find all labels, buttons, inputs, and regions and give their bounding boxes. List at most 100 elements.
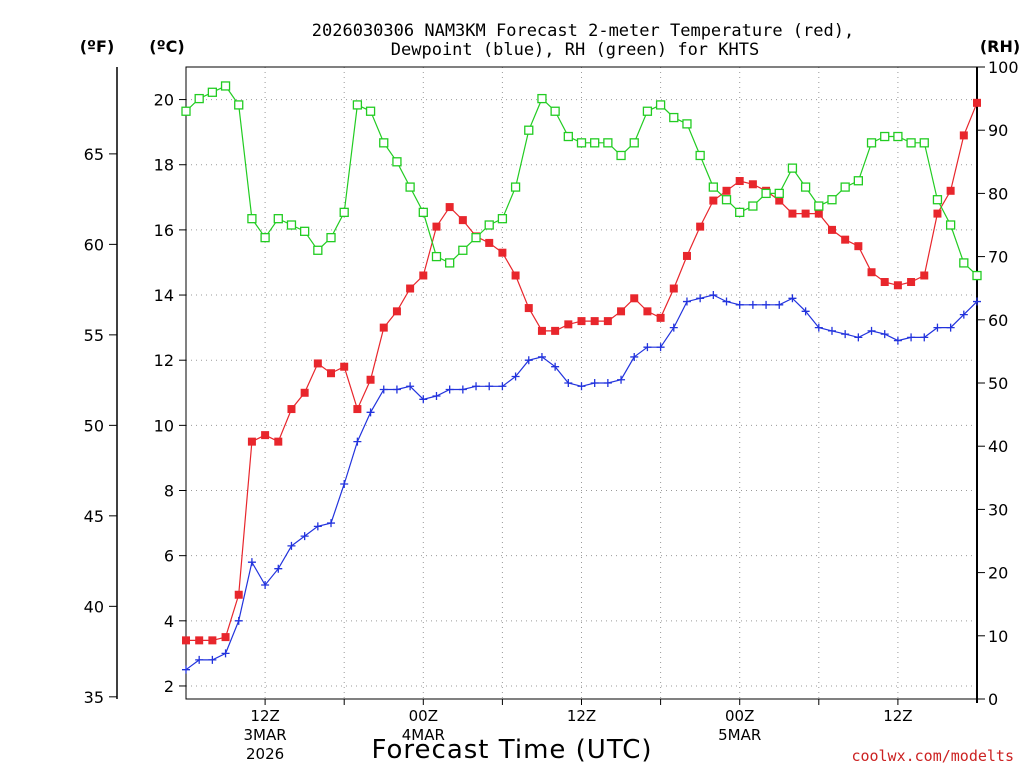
dewpoint-point — [366, 408, 375, 417]
rh-point — [774, 188, 784, 199]
dewpoint-point — [472, 382, 481, 391]
temperature-point — [195, 636, 204, 645]
x-tick-label: 00Z — [409, 707, 438, 725]
dewpoint-point — [498, 382, 507, 391]
dewpoint-point — [959, 310, 968, 319]
temperature-point — [709, 196, 718, 205]
dewpoint-point — [195, 655, 204, 664]
dewpoint-point — [564, 379, 573, 387]
dewpoint-point — [788, 294, 797, 303]
temperature-point — [234, 590, 243, 599]
celsius-tick-label: 12 — [154, 351, 174, 370]
rh-tick-label: 40 — [988, 437, 1008, 456]
dewpoint-point — [551, 362, 560, 371]
rh-tick-label: 60 — [988, 311, 1008, 330]
dewpoint-point — [775, 300, 784, 309]
celsius-tick-label: 4 — [164, 612, 174, 631]
temperature-point — [551, 326, 560, 335]
dewpoint-point — [682, 297, 691, 306]
dewpoint-point — [208, 655, 217, 664]
temperature-point — [182, 636, 190, 645]
rh-unit-label: (RH) — [980, 37, 1020, 56]
rh-point — [392, 157, 402, 167]
dewpoint-point — [445, 385, 454, 394]
rh-point — [959, 258, 969, 268]
temperature-point — [590, 317, 599, 326]
celsius-unit-label: (ºC) — [149, 37, 184, 56]
temperature-point — [907, 278, 916, 287]
rh-tick-label: 10 — [988, 627, 1008, 646]
dewpoint-point — [762, 300, 771, 309]
temperature-point — [274, 437, 283, 446]
celsius-tick-label: 14 — [154, 286, 174, 305]
temperature-point — [261, 431, 270, 440]
rh-tick-label: 70 — [988, 248, 1008, 267]
temperature-point — [366, 375, 375, 384]
dewpoint-point — [920, 333, 929, 342]
temperature-point — [327, 369, 336, 378]
temperature-point — [485, 238, 494, 247]
chart-title-line1: 2026030306 NAM3KM Forecast 2-meter Tempe… — [312, 21, 854, 41]
temperature-point — [458, 216, 467, 225]
temperature-point — [445, 203, 454, 212]
rh-tick-label: 0 — [988, 690, 998, 709]
temperature-point — [669, 284, 678, 293]
series-temperature — [182, 98, 981, 645]
dewpoint-point — [537, 352, 546, 361]
dewpoint-point — [511, 372, 520, 381]
rh-point — [945, 220, 956, 230]
rh-point — [352, 100, 363, 110]
temperature-point — [854, 242, 863, 251]
rh-point — [326, 232, 336, 243]
rh-point — [787, 163, 798, 173]
temperature-point — [247, 437, 256, 446]
temperature-point — [973, 98, 981, 107]
rh-point — [682, 119, 692, 129]
rh-point — [695, 150, 705, 161]
x-tick-label: 12Z — [567, 707, 596, 725]
dewpoint-point — [748, 300, 757, 309]
temperature-point — [735, 177, 744, 186]
rh-point — [484, 220, 494, 230]
rh-tick-label: 90 — [988, 121, 1008, 140]
dewpoint-point — [603, 379, 612, 387]
rh-point — [972, 270, 982, 281]
dewpoint-point — [643, 343, 652, 352]
rh-point — [919, 138, 929, 148]
rh-tick-label: 20 — [988, 564, 1008, 583]
temperature-point — [353, 405, 362, 414]
temperature-point — [630, 294, 639, 303]
dewpoint-point — [709, 291, 718, 300]
x-tick-label: 12Z — [883, 707, 912, 725]
rh-point — [537, 93, 547, 104]
x-tick-date-label: 4MAR — [402, 726, 445, 744]
temperature-point — [577, 317, 586, 326]
celsius-tick-label: 8 — [164, 482, 174, 501]
temperature-point — [603, 317, 612, 326]
celsius-tick-label: 10 — [154, 416, 174, 435]
temperature-point — [696, 222, 705, 231]
rh-point — [207, 87, 218, 97]
dewpoint-point — [854, 333, 863, 342]
fahrenheit-tick-label: 60 — [84, 235, 104, 254]
temperature-point — [867, 268, 876, 277]
temperature-point — [946, 186, 955, 195]
rh-point — [194, 93, 204, 104]
rh-point — [629, 138, 639, 148]
rh-point — [840, 182, 850, 192]
rh-point — [299, 226, 310, 236]
x-axis-title: Forecast Time (UTC) — [371, 735, 652, 765]
dewpoint-point — [379, 385, 388, 394]
temperature-point — [498, 248, 507, 257]
celsius-tick-label: 6 — [164, 547, 174, 566]
dewpoint-point — [880, 330, 889, 339]
dewpoint-point — [406, 382, 415, 391]
rh-point — [563, 131, 573, 142]
rh-point — [313, 245, 323, 255]
rh-point — [576, 138, 587, 148]
rh-point — [761, 188, 771, 199]
dewpoint-point — [893, 336, 902, 345]
temperature-point — [564, 320, 573, 329]
credit-label: coolwx.com/modelts — [851, 747, 1014, 765]
grid-lines — [186, 67, 977, 699]
